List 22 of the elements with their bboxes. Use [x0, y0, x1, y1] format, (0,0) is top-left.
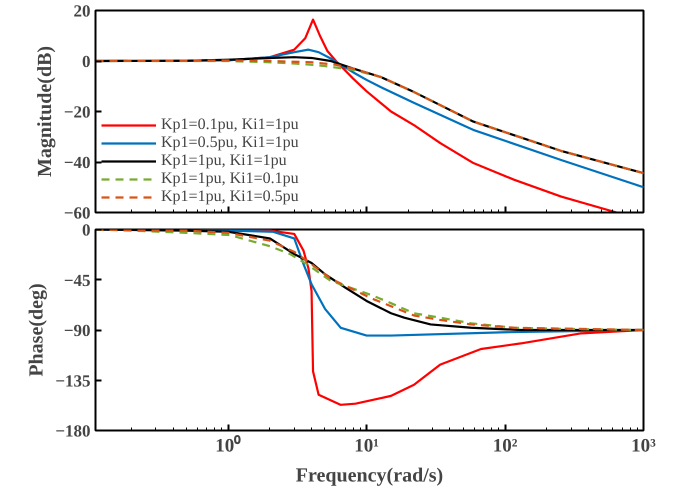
y-tick-label: −90 [64, 321, 90, 340]
legend-label: Kp1=0.5pu, Ki1=1pu [161, 134, 299, 152]
x-tick-label: 10³ [631, 436, 656, 456]
y-tick-label: −180 [55, 422, 90, 440]
y-tick-label: −135 [55, 371, 90, 390]
x-tick-label: 10⁰ [215, 434, 242, 456]
x-axis-title: Frequency(rad/s) [296, 464, 444, 486]
legend-label: Kp1=1pu, Ki1=0.5pu [161, 188, 299, 206]
x-tick-label: 10¹ [354, 436, 379, 456]
legend-label: Kp1=1pu, Ki1=0.1pu [161, 170, 299, 188]
y-tick-label: −20 [64, 102, 90, 122]
legend-label: Kp1=1pu, Ki1=1pu [161, 152, 287, 170]
x-tick-label: 10² [492, 436, 518, 456]
y-tick-label: 20 [74, 2, 90, 20]
y-tick-label: 0 [82, 52, 90, 71]
y-tick-label: −40 [64, 153, 90, 172]
y-axis-title: Phase(deg) [25, 283, 48, 377]
y-tick-label: −45 [64, 270, 90, 290]
y-axis-title: Magnitude(dB) [34, 46, 56, 178]
legend-label: Kp1=0.1pu, Ki1=1pu [161, 116, 299, 134]
y-tick-label: 0 [82, 220, 90, 240]
y-tick-label: −60 [64, 204, 90, 222]
